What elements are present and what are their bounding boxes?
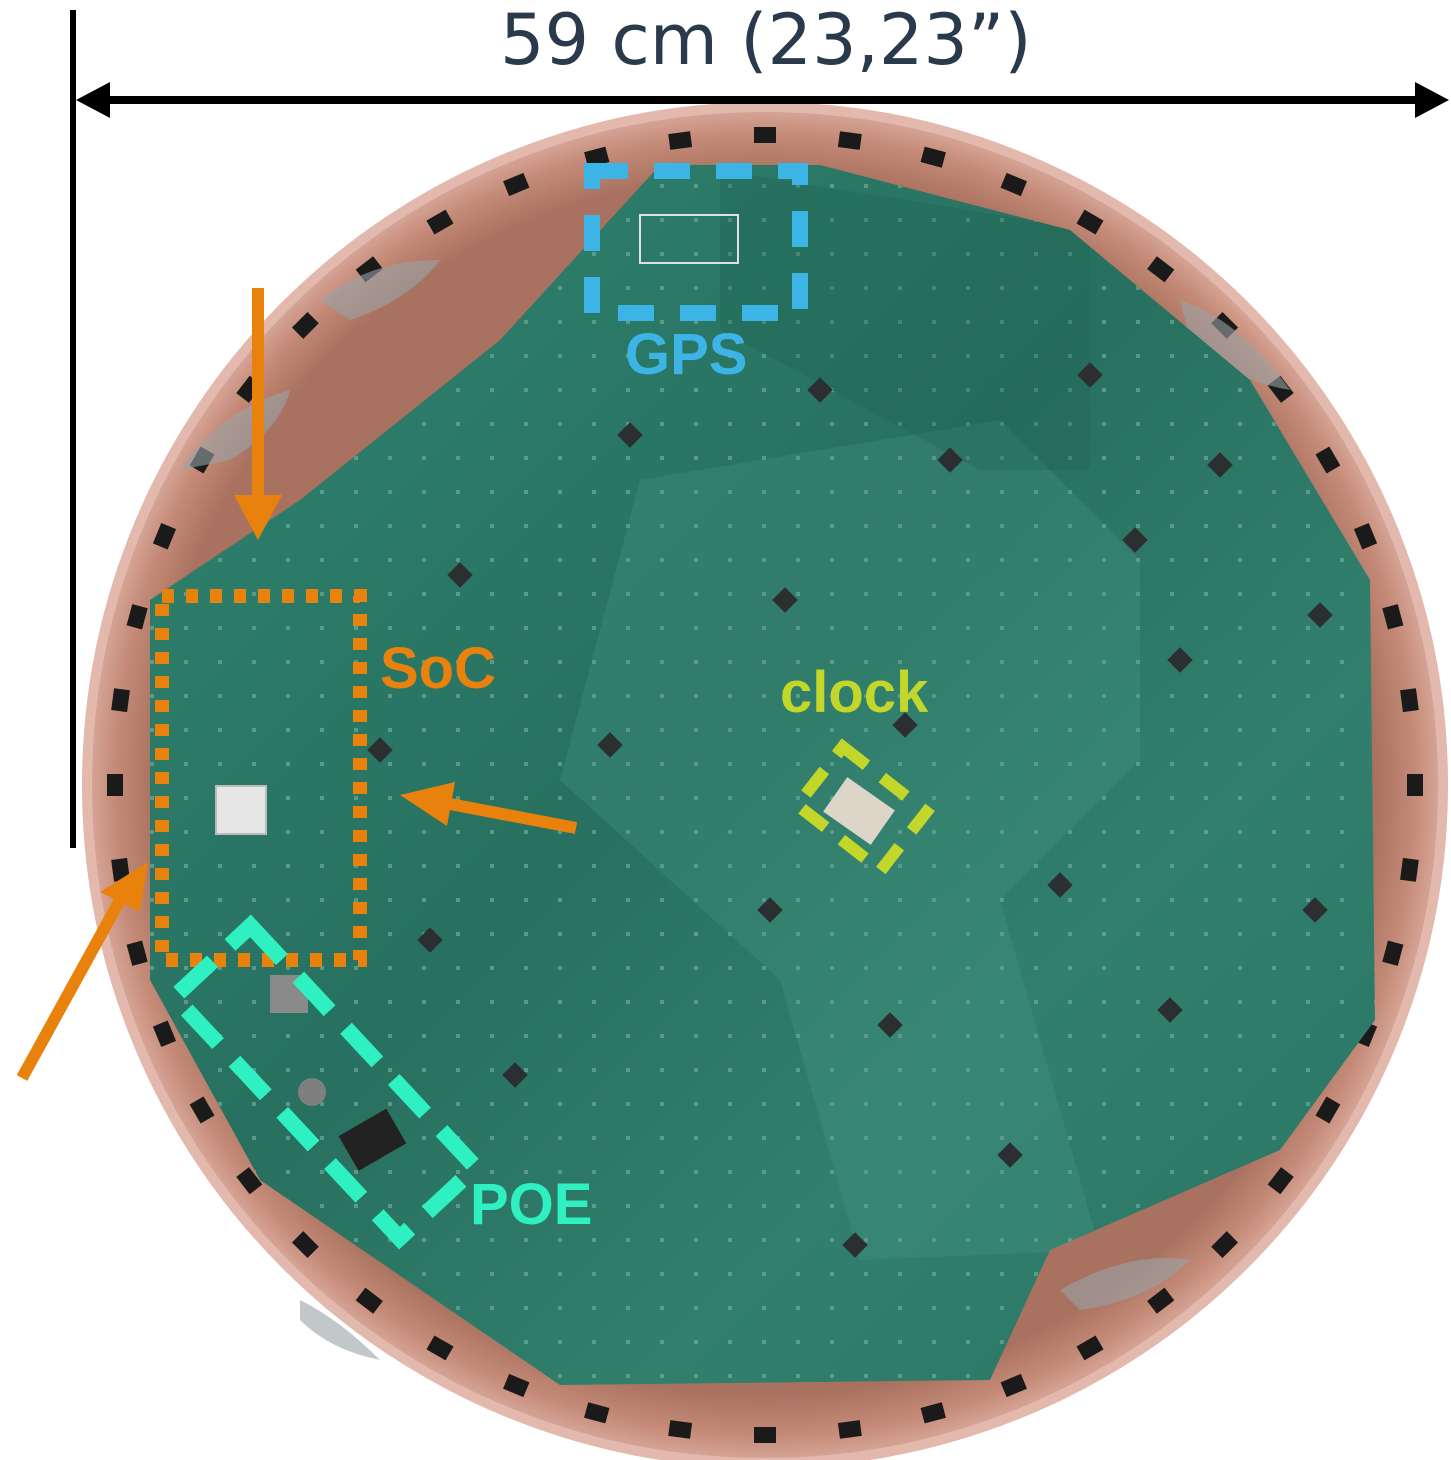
gps-highlight-box [584, 163, 808, 321]
dimension-arrow-left [76, 82, 110, 118]
antenna-chip [597, 732, 623, 758]
antenna-chip [892, 712, 918, 738]
ring-connector [126, 604, 148, 630]
shadow-band [720, 170, 1090, 470]
ring-connector [1382, 604, 1404, 630]
ring-connector [1076, 209, 1104, 235]
ring-connector [1353, 523, 1378, 550]
dimension-arrow-right [1415, 82, 1449, 118]
ring-connector [152, 1020, 177, 1047]
ring-connector [837, 131, 862, 150]
ring-connector [1000, 1373, 1027, 1398]
soc-highlight-box [155, 589, 367, 967]
ring-connector [837, 1420, 862, 1439]
ring-connector [1315, 446, 1341, 474]
ring-connector [1400, 857, 1419, 882]
clock-label: clock [780, 660, 929, 725]
ring-connector [754, 1427, 776, 1443]
ring-connector [1382, 940, 1404, 966]
gps-module [639, 214, 739, 264]
ring-connector [152, 523, 177, 550]
poe-label: POE [470, 1172, 593, 1237]
ring-connector [1400, 688, 1419, 713]
ring-connector [1267, 1167, 1294, 1195]
ring-connector [426, 1335, 454, 1361]
ring-connector [503, 172, 530, 197]
ring-connector [111, 857, 130, 882]
ring-connector [126, 940, 148, 966]
ring-connector [1211, 1231, 1239, 1259]
ring-connector [426, 209, 454, 235]
ring-connector [668, 1420, 693, 1439]
soc-label: SoC [380, 636, 496, 701]
ring-connector [1147, 1287, 1175, 1314]
ring-connector [236, 1167, 263, 1195]
ring-connector [111, 688, 130, 713]
ring-connector [503, 1373, 530, 1398]
board-diameter-label: 59 cm (23,23”) [500, 0, 1032, 81]
soc-arrow-top [234, 288, 282, 540]
ring-connector [584, 146, 610, 168]
antenna-chip [807, 377, 833, 403]
gps-label: GPS [625, 322, 748, 387]
antenna-chip [367, 737, 393, 763]
antenna-chip [937, 447, 963, 473]
poe-highlight-box [163, 914, 487, 1250]
clock-highlight-box [788, 738, 935, 879]
ring-connector [1315, 1096, 1341, 1124]
antenna-chip [447, 562, 473, 588]
antenna-chip [757, 897, 783, 923]
soc-chip [215, 785, 267, 835]
ring-connector [754, 127, 776, 143]
ring-connectors [107, 127, 1423, 1443]
poe-inductor [298, 1078, 326, 1106]
ring-connector [1147, 256, 1175, 283]
ring-connector [189, 1096, 215, 1124]
outer-rim [82, 102, 1448, 1460]
soc-arrow-right [400, 782, 578, 834]
antenna-chip [617, 422, 643, 448]
ring-connector [920, 146, 946, 168]
poe-ic [338, 1108, 407, 1171]
ring-connector [1000, 172, 1027, 197]
soc-arrow-bottom-left [16, 862, 148, 1081]
ring-connector [668, 131, 693, 150]
ring-connector [107, 774, 123, 796]
ring-connector [920, 1402, 946, 1424]
antenna-chip [417, 927, 443, 953]
ring-connector [1076, 1335, 1104, 1361]
clock-crystal [823, 777, 895, 845]
ring-connector [291, 1231, 319, 1259]
ring-connector [1407, 774, 1423, 796]
ring-connector [355, 1287, 383, 1314]
ring-connector [291, 311, 319, 339]
ring-connector [584, 1402, 610, 1424]
antenna-chip [772, 587, 798, 613]
